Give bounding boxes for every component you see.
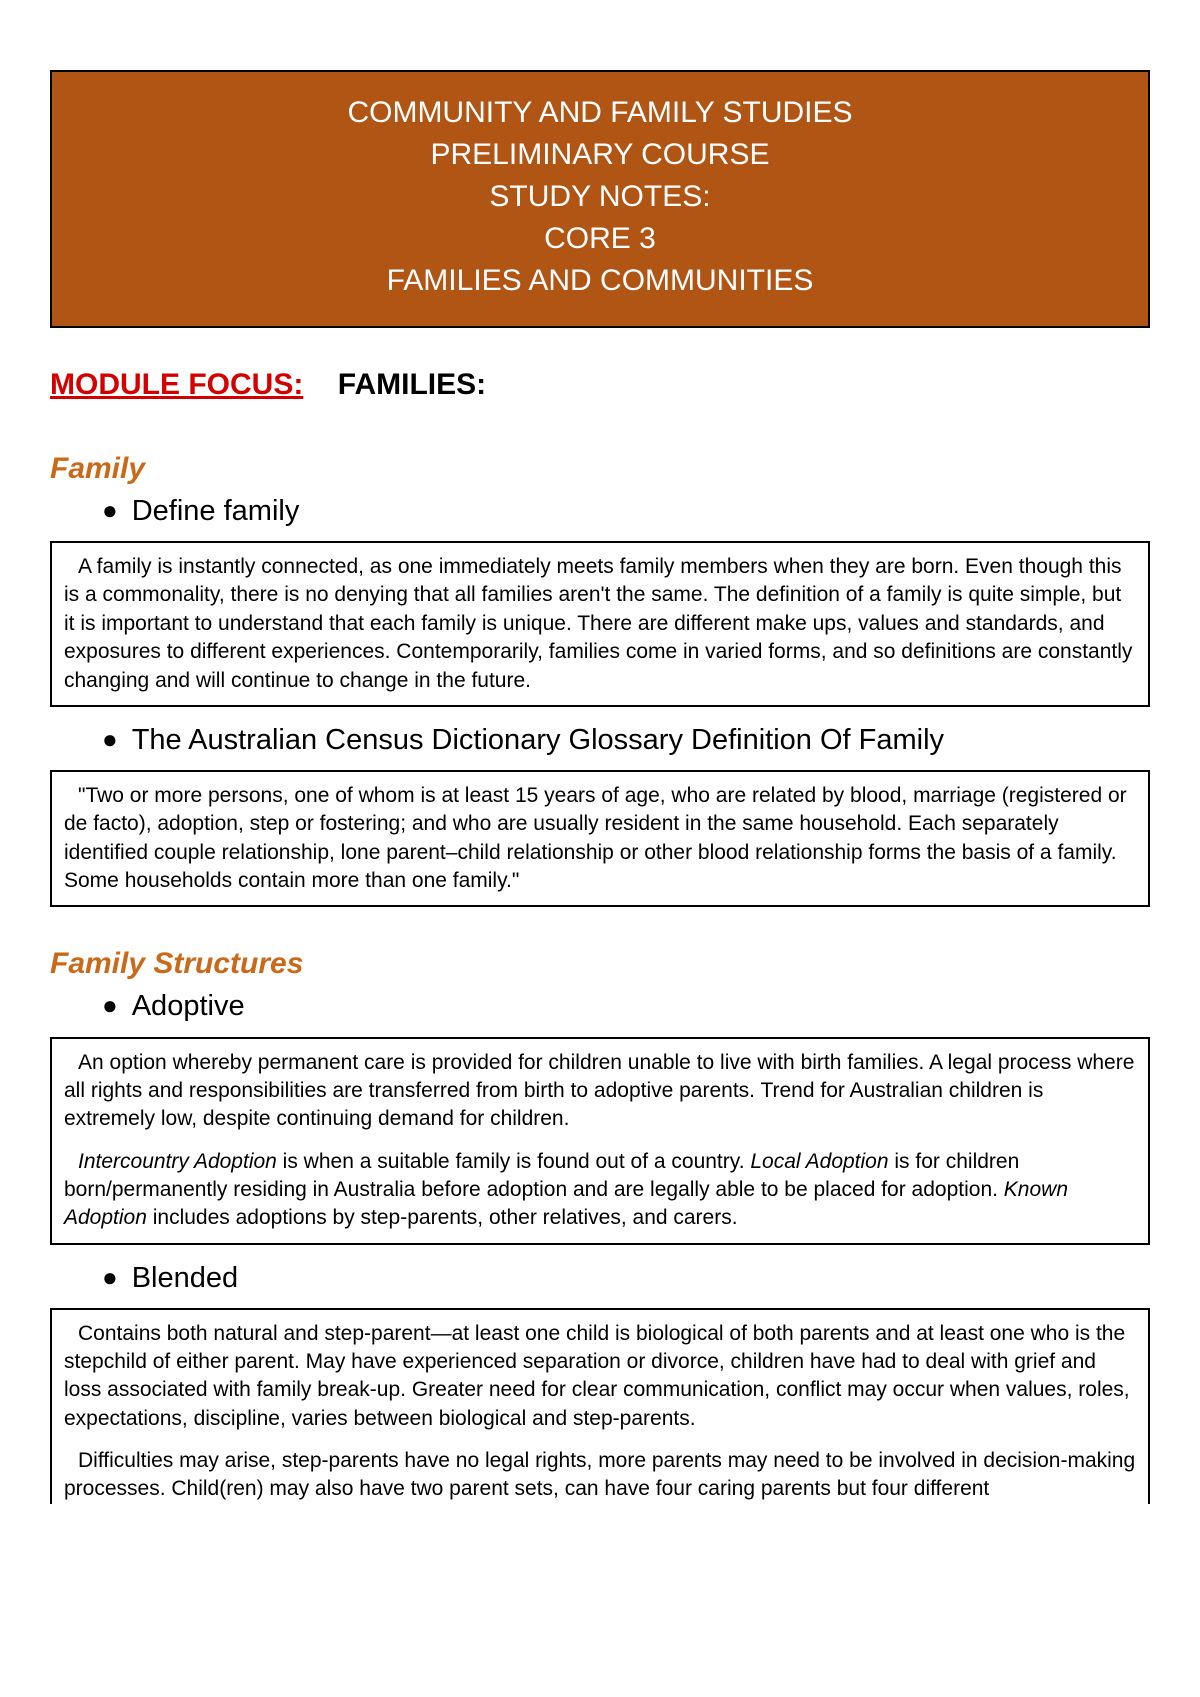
header-line-2: PRELIMINARY COURSE xyxy=(62,134,1138,176)
text-box-blended: Contains both natural and step-parent—at… xyxy=(50,1308,1150,1504)
bullet-adoptive: ● Adoptive xyxy=(102,987,1150,1026)
italic-term: Local Adoption xyxy=(750,1150,888,1173)
header-line-5: FAMILIES AND COMMUNITIES xyxy=(62,260,1138,302)
text-box-adoptive: An option whereby permanent care is prov… xyxy=(50,1037,1150,1245)
paragraph: Difficulties may arise, step-parents hav… xyxy=(64,1447,1136,1504)
bullet-dot-icon: ● xyxy=(102,987,118,1026)
paragraph: Contains both natural and step-parent—at… xyxy=(64,1320,1136,1433)
bullet-text: The Australian Census Dictionary Glossar… xyxy=(132,721,944,760)
bullet-dot-icon: ● xyxy=(102,721,118,760)
header-line-1: COMMUNITY AND FAMILY STUDIES xyxy=(62,92,1138,134)
bullet-dot-icon: ● xyxy=(102,492,118,531)
header-line-4: CORE 3 xyxy=(62,218,1138,260)
text-span: is when a suitable family is found out o… xyxy=(277,1150,751,1173)
text-box-census-definition: "Two or more persons, one of whom is at … xyxy=(50,770,1150,907)
module-focus: MODULE FOCUS: FAMILIES: xyxy=(50,368,1150,402)
bullet-text: Define family xyxy=(132,492,300,531)
bullet-census-definition: ● The Australian Census Dictionary Gloss… xyxy=(102,721,1150,760)
paragraph: An option whereby permanent care is prov… xyxy=(64,1049,1136,1134)
paragraph: "Two or more persons, one of whom is at … xyxy=(64,782,1136,895)
header-banner: COMMUNITY AND FAMILY STUDIES PRELIMINARY… xyxy=(50,70,1150,328)
module-focus-label: MODULE FOCUS: xyxy=(50,368,303,401)
bullet-text: Blended xyxy=(132,1259,238,1298)
section-heading-family-structures: Family Structures xyxy=(50,947,1150,981)
text-box-define-family: A family is instantly connected, as one … xyxy=(50,541,1150,707)
paragraph: A family is instantly connected, as one … xyxy=(64,553,1136,695)
header-line-3: STUDY NOTES: xyxy=(62,176,1138,218)
bullet-define-family: ● Define family xyxy=(102,492,1150,531)
section-heading-family: Family xyxy=(50,452,1150,486)
bullet-text: Adoptive xyxy=(132,987,245,1026)
text-span: includes adoptions by step-parents, othe… xyxy=(147,1206,738,1229)
bullet-dot-icon: ● xyxy=(102,1259,118,1298)
paragraph: Intercountry Adoption is when a suitable… xyxy=(64,1148,1136,1233)
italic-term: Intercountry Adoption xyxy=(78,1150,277,1173)
bullet-blended: ● Blended xyxy=(102,1259,1150,1298)
module-focus-value: FAMILIES: xyxy=(338,368,486,401)
